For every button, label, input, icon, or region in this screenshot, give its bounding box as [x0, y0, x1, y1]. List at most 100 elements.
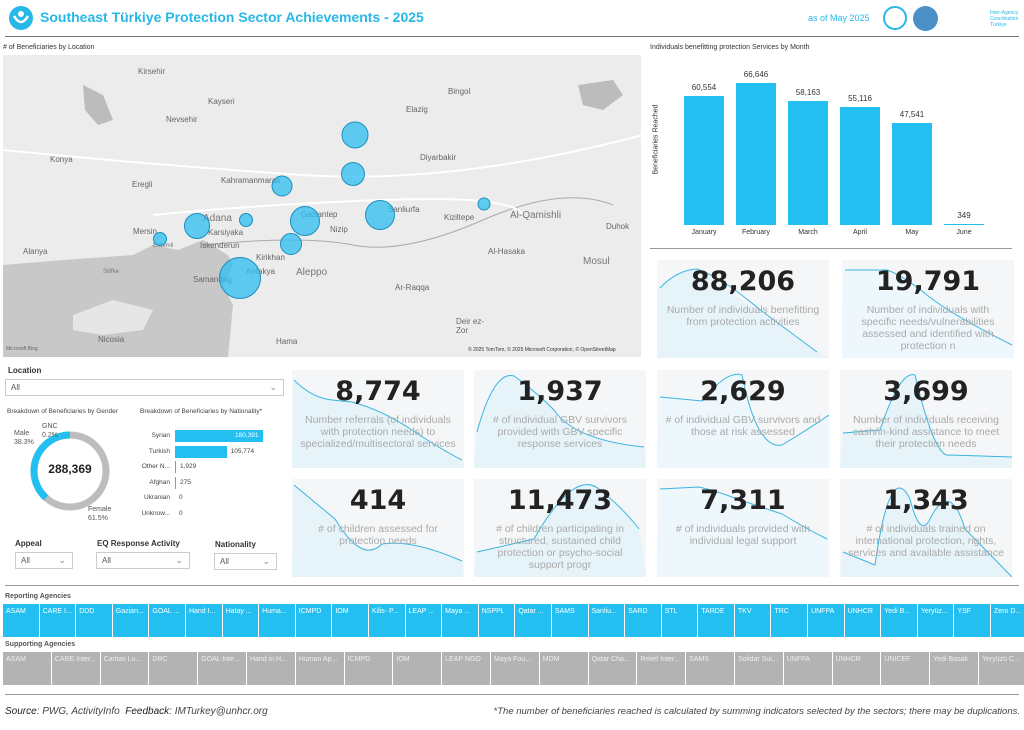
supporting-agency-tile[interactable]: ASAM: [3, 652, 51, 685]
location-filter-dropdown[interactable]: All ⌄: [5, 379, 284, 396]
reporting-agency-tile[interactable]: Hatay ...: [222, 604, 259, 637]
reporting-agency-tile[interactable]: ICMPD: [295, 604, 332, 637]
reporting-agency-tile[interactable]: Huma...: [259, 604, 295, 637]
supporting-agency-tile[interactable]: Qatar Cha...: [588, 652, 637, 685]
nationality-value: 275: [180, 478, 191, 486]
reporting-agency-tile[interactable]: UNHCR: [844, 604, 881, 637]
nationality-bar: [175, 461, 176, 473]
bar-april[interactable]: [840, 107, 880, 225]
bar-may[interactable]: [892, 123, 932, 225]
map-bubble-gaziantep[interactable]: [290, 206, 320, 236]
reporting-agency-tile[interactable]: Yeryüz...: [917, 604, 954, 637]
bar-value-label: 55,116: [848, 94, 872, 104]
bar-june[interactable]: [944, 224, 984, 225]
supporting-agency-tile[interactable]: UNHCR: [832, 652, 881, 685]
reporting-agency-tile[interactable]: SAMS: [551, 604, 588, 637]
bar-february[interactable]: [736, 82, 776, 225]
supporting-agency-tile[interactable]: UNICEF: [881, 652, 930, 685]
map-bubble-malatya[interactable]: [341, 121, 369, 149]
appeal-filter-dropdown[interactable]: All ⌄: [15, 552, 73, 569]
reporting-agency-tile[interactable]: CARE I...: [39, 604, 76, 637]
map-bubble-hatay[interactable]: [219, 257, 261, 299]
supporting-agency-tile[interactable]: MDM: [539, 652, 588, 685]
map-bubble-sanliurfa[interactable]: [365, 200, 395, 230]
reporting-agency-tile[interactable]: NSPPL: [478, 604, 515, 637]
supporting-agency-tile[interactable]: IOM: [393, 652, 442, 685]
bar-march[interactable]: [788, 100, 828, 225]
reporting-agency-tile[interactable]: SARD: [625, 604, 661, 637]
map-bubble-adana[interactable]: [184, 213, 210, 239]
supporting-agency-tile[interactable]: CARE Inter...: [51, 652, 100, 685]
reporting-agency-tile[interactable]: Maya ...: [442, 604, 478, 637]
reporting-agency-tile[interactable]: ASAM: [3, 604, 39, 637]
kpi-value: 3,699: [883, 376, 969, 407]
reporting-agency-tile[interactable]: DDD: [76, 604, 112, 637]
map-bubble-kahramanmaras[interactable]: [271, 175, 293, 197]
supporting-agency-tile[interactable]: Human Ap...: [295, 652, 344, 685]
reporting-agency-tile[interactable]: STL: [661, 604, 698, 637]
map-bubble-mardin[interactable]: [477, 197, 491, 211]
map-label: Kirsehir: [138, 67, 166, 76]
map-label: Adana: [203, 213, 232, 224]
supporting-agency-tile[interactable]: Relief Inter...: [637, 652, 686, 685]
supporting-agency-tile[interactable]: Maya Fou...: [490, 652, 539, 685]
map-label: Duhok: [606, 222, 630, 231]
eq-filter-dropdown[interactable]: All ⌄: [96, 552, 190, 569]
reporting-agency-tile[interactable]: Hand I...: [185, 604, 222, 637]
gender-donut[interactable]: [25, 426, 115, 516]
supporting-agency-tile[interactable]: Caritas Lu...: [100, 652, 149, 685]
reporting-agency-tile[interactable]: LEAP ...: [405, 604, 442, 637]
supporting-agencies: ASAM CARE Inter... Caritas Lu... DRC GOAL In…: [3, 652, 1024, 685]
supporting-agency-tile[interactable]: DRC: [149, 652, 198, 685]
feedback-email-link[interactable]: : IMTurkey@unhcr.org: [169, 706, 268, 717]
map-bubble-kilis[interactable]: [280, 233, 302, 255]
reporting-agency-tile[interactable]: TRC: [771, 604, 808, 637]
sector-logo: [9, 6, 33, 30]
kpi-card: 414 # of children assessed for protection…: [292, 479, 464, 577]
nationality-filter-dropdown[interactable]: All ⌄: [214, 553, 277, 570]
reporting-agency-tile[interactable]: IOM: [332, 604, 368, 637]
reporting-agency-tile[interactable]: Yedi B...: [881, 604, 917, 637]
bar-value-label: 60,554: [691, 82, 717, 92]
bar-divider: [650, 248, 1012, 249]
map-bubble-mersin[interactable]: [153, 232, 167, 246]
map-bubble-adiyaman[interactable]: [341, 162, 365, 186]
reporting-agency-tile[interactable]: Zero D...: [991, 604, 1024, 637]
map-title: # of Beneficiaries by Location: [3, 44, 95, 51]
reporting-agency-tile[interactable]: TKV: [734, 604, 771, 637]
donut-male[interactable]: [30, 431, 110, 511]
map-attribution[interactable]: © 2025 TomTom, © 2025 Microsoft Corporat…: [468, 347, 616, 353]
kpi-value: 7,311: [700, 485, 786, 516]
reporting-agency-tile[interactable]: Kilis- P...: [368, 604, 405, 637]
supporting-agency-tile[interactable]: ICMPD: [344, 652, 393, 685]
map-label: Hama: [276, 337, 298, 346]
reporting-agency-tile[interactable]: Sanliu...: [588, 604, 625, 637]
supporting-agency-tile[interactable]: Yeryüzü C...: [978, 652, 1024, 685]
nationality-filter-value: All: [220, 557, 229, 566]
beneficiaries-map[interactable]: Kirsehir Kayseri Nevsehir Konya Eregli A…: [3, 55, 641, 357]
reporting-agency-tile[interactable]: YSF: [954, 604, 991, 637]
nationality-value: 180,391: [235, 432, 259, 439]
nationality-filter-label: Nationality: [215, 540, 256, 549]
map-label: Nizip: [330, 225, 348, 234]
supporting-agency-tile[interactable]: Hand in H...: [246, 652, 295, 685]
supporting-agency-tile[interactable]: GOAL Inte...: [198, 652, 246, 685]
supporting-agency-tile[interactable]: Yedi Basak: [930, 652, 978, 685]
supporting-agency-tile[interactable]: Solidar Sui...: [734, 652, 783, 685]
bar-january[interactable]: [684, 95, 724, 225]
location-filter-value: All: [11, 383, 20, 392]
supporting-agency-tile[interactable]: UNFPA: [783, 652, 832, 685]
map-bubble-osmaniye[interactable]: [239, 213, 253, 227]
supporting-agency-tile[interactable]: LEAP NGO: [442, 652, 490, 685]
footer-divider: [5, 694, 1019, 695]
reporting-agency-tile[interactable]: GOAL ...: [149, 604, 185, 637]
bar-value-label: 349: [957, 211, 971, 221]
reporting-agency-tile[interactable]: TARDE: [698, 604, 734, 637]
nationality-name: Other N...: [141, 463, 170, 470]
reporting-agency-tile[interactable]: UNFPA: [808, 604, 844, 637]
header-divider: [5, 36, 1019, 37]
gender-title: Breakdown of Beneficiaries by Gender: [7, 408, 118, 415]
reporting-agency-tile[interactable]: Gazian...: [112, 604, 149, 637]
reporting-agency-tile[interactable]: Qatar ...: [515, 604, 551, 637]
supporting-agency-tile[interactable]: SAMS: [686, 652, 734, 685]
